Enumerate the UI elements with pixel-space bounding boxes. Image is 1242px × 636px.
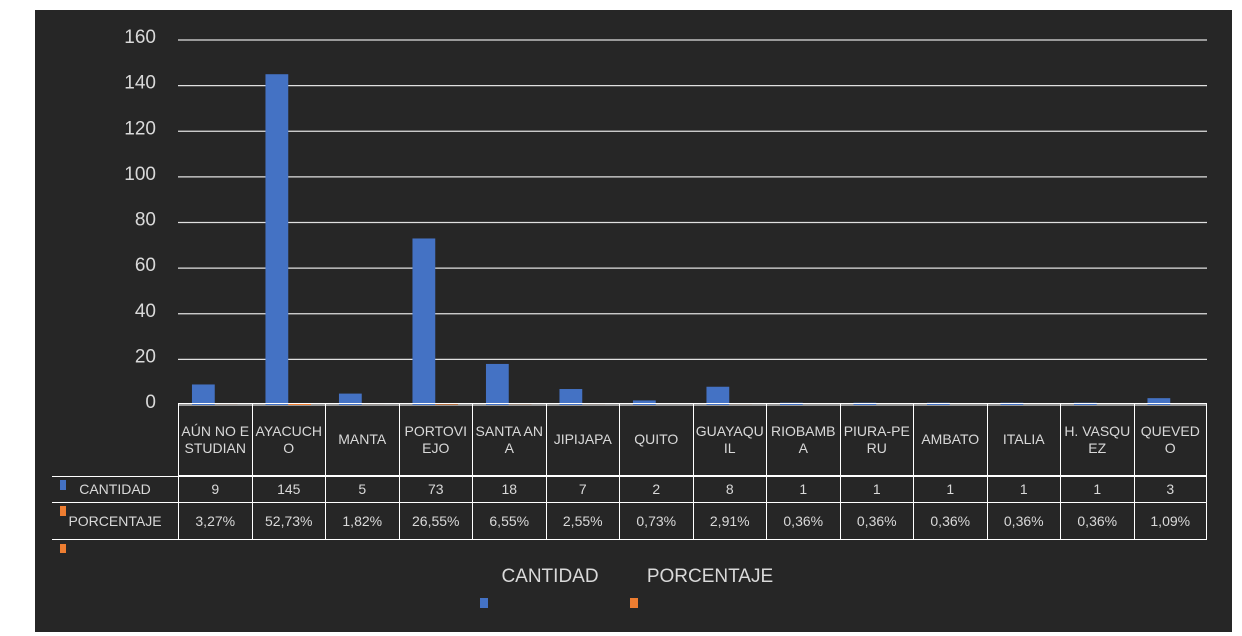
bar bbox=[632, 400, 656, 405]
bar bbox=[412, 238, 436, 405]
category-label: JIPIJAPA bbox=[545, 403, 619, 476]
legend-key bbox=[60, 544, 66, 553]
table-value: 73 bbox=[398, 476, 472, 503]
table-value: 2 bbox=[619, 476, 693, 503]
bar bbox=[288, 403, 312, 405]
table-value: 145 bbox=[251, 476, 325, 503]
bar bbox=[435, 404, 459, 405]
bar bbox=[338, 393, 362, 405]
category-label: SANTA ANA bbox=[472, 403, 546, 476]
category-label: QUITO bbox=[619, 403, 693, 476]
category-label: QUEVEDO bbox=[1133, 403, 1207, 476]
category-label: GUAYAQUIL bbox=[692, 403, 766, 476]
legend-label: CANTIDAD bbox=[501, 566, 598, 587]
table-row-label: PORCENTAJE bbox=[52, 503, 178, 540]
category-label: ITALIA bbox=[986, 403, 1060, 476]
table-value: 3,27% bbox=[178, 503, 252, 540]
category-label: AÚN NO ESTUDIAN bbox=[178, 403, 252, 476]
table-value: 1 bbox=[986, 476, 1060, 503]
bar bbox=[265, 74, 289, 405]
chart-background bbox=[35, 10, 1232, 632]
table-value: 0,36% bbox=[913, 503, 987, 540]
category-label: AYACUCHO bbox=[251, 403, 325, 476]
table-value: 8 bbox=[692, 476, 766, 503]
legend-key bbox=[60, 480, 66, 490]
table-value: 1 bbox=[1060, 476, 1134, 503]
table-value: 1,82% bbox=[325, 503, 399, 540]
bar bbox=[559, 389, 583, 405]
category-label: PIURA-PERU bbox=[839, 403, 913, 476]
bar bbox=[706, 386, 730, 405]
category-label: H. VASQUEZ bbox=[1060, 403, 1134, 476]
legend-key bbox=[630, 598, 638, 608]
table-value: 18 bbox=[472, 476, 546, 503]
y-tick-label: 80 bbox=[135, 210, 156, 231]
bar bbox=[191, 384, 215, 405]
table-value: 26,55% bbox=[398, 503, 472, 540]
category-label: RIOBAMBA bbox=[766, 403, 840, 476]
table-value: 5 bbox=[325, 476, 399, 503]
table-value: 2,91% bbox=[692, 503, 766, 540]
y-tick-label: 40 bbox=[135, 301, 156, 322]
table-value: 1 bbox=[913, 476, 987, 503]
legend-label: PORCENTAJE bbox=[647, 566, 773, 587]
legend-key bbox=[60, 506, 66, 516]
bar bbox=[485, 363, 509, 405]
table-value: 0,36% bbox=[1060, 503, 1134, 540]
category-label: PORTOVIEJO bbox=[398, 403, 472, 476]
table-row-label: CANTIDAD bbox=[52, 476, 178, 503]
legend-key bbox=[480, 598, 488, 608]
y-tick-label: 0 bbox=[145, 392, 156, 413]
table-value: 0,36% bbox=[839, 503, 913, 540]
y-tick-label: 120 bbox=[124, 118, 156, 139]
y-tick-label: 20 bbox=[135, 346, 156, 367]
table-value: 1 bbox=[766, 476, 840, 503]
table-value: 6,55% bbox=[472, 503, 546, 540]
table-value: 1 bbox=[839, 476, 913, 503]
category-label: MANTA bbox=[325, 403, 399, 476]
table-value: 3 bbox=[1133, 476, 1207, 503]
bar bbox=[1147, 398, 1171, 405]
table-value: 9 bbox=[178, 476, 252, 503]
table-value: 2,55% bbox=[545, 503, 619, 540]
table-value: 0,73% bbox=[619, 503, 693, 540]
table-value: 1,09% bbox=[1133, 503, 1207, 540]
category-label: AMBATO bbox=[913, 403, 987, 476]
y-tick-label: 60 bbox=[135, 255, 156, 276]
y-tick-label: 100 bbox=[124, 164, 156, 185]
table-value: 52,73% bbox=[251, 503, 325, 540]
table-value: 7 bbox=[545, 476, 619, 503]
y-tick-label: 140 bbox=[124, 73, 156, 94]
y-tick-label: 160 bbox=[124, 27, 156, 48]
table-value: 0,36% bbox=[766, 503, 840, 540]
table-value: 0,36% bbox=[986, 503, 1060, 540]
